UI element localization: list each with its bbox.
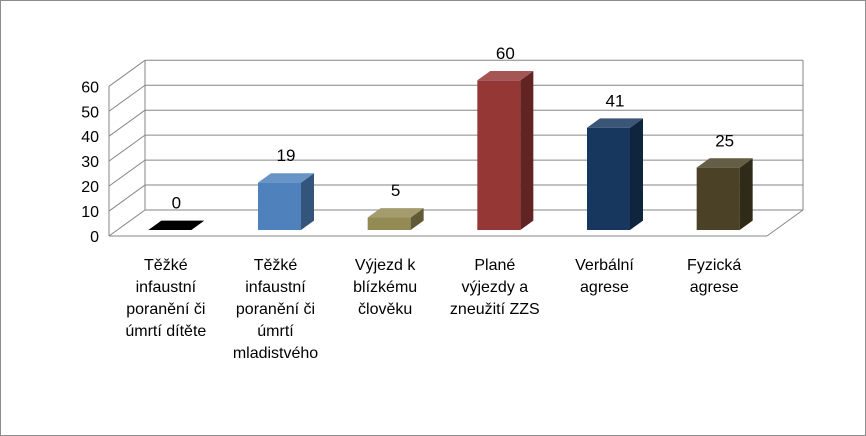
bar-side: [520, 70, 534, 230]
data-label: 41: [606, 91, 625, 110]
gridline-side: [108, 59, 146, 87]
x-category-label-line: Těžké: [144, 257, 188, 274]
gridline-side: [108, 134, 146, 162]
x-category-label-line: výjezdy a: [461, 279, 528, 296]
x-category-label-line: agrese: [690, 279, 739, 296]
data-label: 0: [172, 194, 181, 213]
bar-side: [630, 118, 643, 230]
bar-top: [367, 208, 424, 218]
bar-side: [410, 208, 424, 230]
x-category-label-line: mladistvého: [233, 345, 318, 362]
x-category-label-line: blízkému: [353, 279, 417, 296]
x-category-label-line: úmrtí dítěte: [125, 323, 206, 340]
x-category-label: Fyzická agrese: [687, 257, 741, 296]
data-label: 19: [277, 146, 296, 165]
bar-front: [477, 80, 521, 230]
x-category-label: Plané výjezdy a zneužití ZZS: [450, 257, 540, 318]
x-category-label-line: Výjezd k: [355, 257, 416, 274]
bar-top: [587, 118, 643, 128]
x-category-label-line: Fyzická: [687, 257, 741, 274]
x-category-label-line: infaustní: [245, 279, 306, 296]
gridline-side: [108, 159, 146, 187]
bar-side: [739, 158, 753, 230]
data-label: 5: [391, 181, 400, 200]
y-tick-label: 0: [90, 229, 99, 246]
y-tick-label: 60: [81, 79, 99, 96]
bar-top: [477, 70, 534, 81]
bar-top: [148, 220, 205, 230]
y-tick-label: 40: [81, 129, 99, 146]
gridline-side: [108, 209, 146, 237]
x-category-label-line: poranění či: [236, 301, 315, 318]
y-tick-label: 10: [81, 204, 99, 221]
data-label: 25: [715, 131, 734, 150]
y-tick-label: 30: [81, 154, 99, 171]
x-category-label-line: infaustní: [136, 279, 197, 296]
x-category-label-line: zneužití ZZS: [450, 301, 540, 318]
floor-right-edge: [766, 209, 804, 237]
x-category-label: Výjezd k blízkému člověku: [353, 257, 417, 318]
y-tick-label: 20: [81, 179, 99, 196]
bar-front: [587, 127, 630, 230]
bar-front: [696, 167, 740, 230]
gridline-side: [108, 109, 146, 137]
gridline-side: [108, 84, 146, 112]
x-category-label-line: Plané: [474, 257, 515, 274]
x-category-label-line: člověku: [358, 301, 412, 318]
bar-top: [258, 173, 314, 183]
x-category-label-line: úmrtí: [257, 323, 294, 340]
bar-top: [696, 158, 753, 168]
x-category-label: Těžké infaustní poranění či úmrtí dítěte: [125, 257, 206, 340]
bar-side: [301, 173, 314, 230]
y-tick-label: 50: [81, 104, 99, 121]
x-category-label-line: Těžké: [254, 257, 298, 274]
bar-front: [258, 182, 301, 230]
x-category-label: Těžké infaustní poranění či úmrtí mladistvéh…: [233, 257, 318, 362]
gridline-side: [108, 184, 146, 212]
x-category-label: Verbální agrese: [575, 257, 634, 296]
x-category-label-line: Verbální: [575, 257, 634, 274]
x-category-label-line: agrese: [580, 279, 629, 296]
x-category-label-line: poranění či: [126, 301, 205, 318]
bar-front: [367, 217, 411, 230]
data-label: 60: [496, 44, 515, 63]
